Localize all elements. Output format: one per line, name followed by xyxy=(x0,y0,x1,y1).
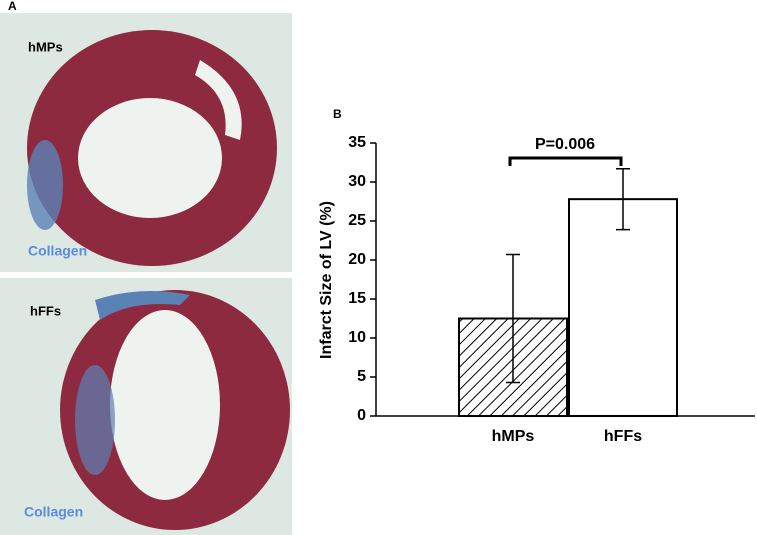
panel-label: B xyxy=(333,107,342,121)
error-bar xyxy=(506,253,520,384)
stain-label: Collagen xyxy=(28,243,87,259)
y-tick-label: 25 xyxy=(348,212,366,229)
significance-bracket xyxy=(508,156,623,166)
error-bar xyxy=(616,167,630,231)
image-title: hFFs xyxy=(30,303,61,318)
x-tick-label: hMPs xyxy=(492,428,535,445)
y-tick-label: 30 xyxy=(348,173,366,190)
y-tick-label: 10 xyxy=(348,329,366,346)
y-tick-label: 35 xyxy=(348,134,366,151)
panel-label: A xyxy=(8,0,17,13)
image-title: hMPs xyxy=(28,39,63,54)
histology-image xyxy=(0,13,292,272)
y-tick-label: 5 xyxy=(357,368,366,385)
y-axis-label: Infarct Size of LV (%) xyxy=(318,201,335,359)
histology-image xyxy=(0,278,292,535)
bar xyxy=(568,198,678,417)
y-tick-label: 0 xyxy=(357,407,366,424)
y-tick-label: 15 xyxy=(348,290,366,307)
stain-label: Collagen xyxy=(24,504,83,520)
p-value: P=0.006 xyxy=(535,136,595,153)
y-tick-label: 20 xyxy=(348,251,366,268)
x-tick-label: hFFs xyxy=(604,428,642,445)
